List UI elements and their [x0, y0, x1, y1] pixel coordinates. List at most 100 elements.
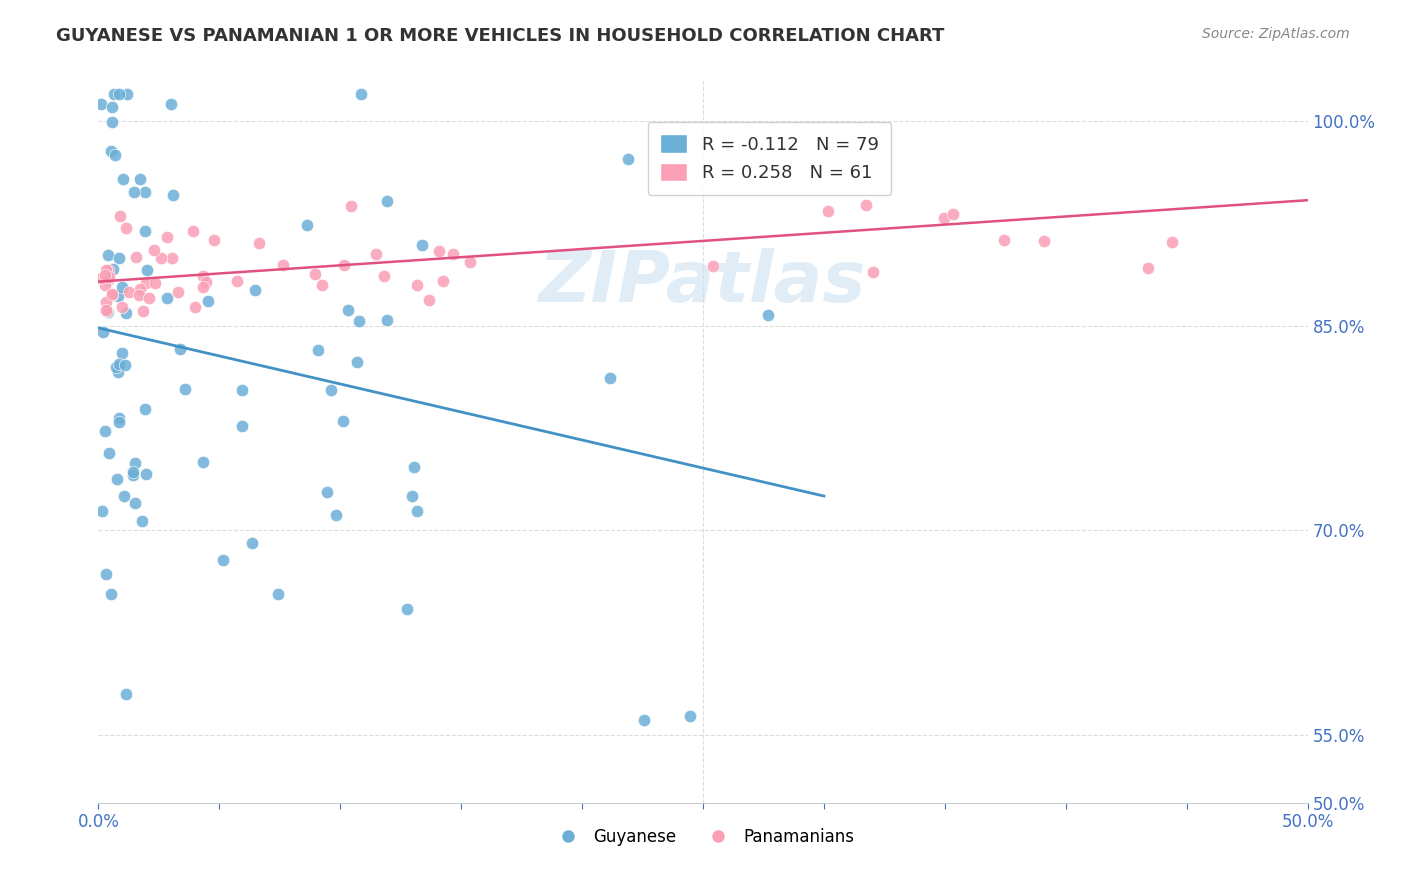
Point	[149, 251, 172, 265]
Point	[993, 233, 1015, 247]
Point	[131, 514, 153, 528]
Point	[366, 246, 388, 260]
Point	[862, 265, 884, 279]
Point	[325, 508, 347, 522]
Point	[101, 262, 124, 277]
Point	[304, 267, 326, 281]
Point	[115, 306, 138, 320]
Point	[111, 300, 134, 314]
Point	[1033, 234, 1056, 248]
Point	[128, 288, 150, 302]
Point	[107, 365, 129, 379]
Point	[135, 467, 157, 481]
Point	[135, 276, 157, 290]
Point	[128, 282, 150, 296]
Point	[124, 456, 146, 470]
Text: ZIPatlas: ZIPatlas	[540, 248, 866, 317]
Point	[181, 224, 204, 238]
Point	[134, 224, 156, 238]
Point	[193, 268, 215, 283]
Point	[418, 293, 440, 308]
Point	[97, 305, 120, 319]
Point	[112, 489, 135, 503]
Point	[441, 246, 464, 260]
Point	[243, 283, 266, 297]
Point	[942, 207, 965, 221]
Point	[395, 602, 418, 616]
Point	[111, 346, 134, 360]
Point	[633, 714, 655, 728]
Point	[115, 220, 138, 235]
Point	[162, 188, 184, 202]
Point	[427, 244, 450, 258]
Point	[406, 503, 429, 517]
Point	[143, 276, 166, 290]
Point	[136, 263, 159, 277]
Point	[96, 294, 118, 309]
Point	[432, 274, 454, 288]
Point	[375, 313, 398, 327]
Point	[350, 87, 373, 101]
Point	[855, 197, 877, 211]
Point	[184, 300, 207, 314]
Point	[112, 171, 135, 186]
Point	[156, 291, 179, 305]
Point	[94, 263, 117, 277]
Point	[156, 230, 179, 244]
Point	[121, 468, 143, 483]
Point	[142, 243, 165, 257]
Point	[134, 185, 156, 199]
Point	[307, 343, 329, 357]
Point	[162, 251, 184, 265]
Point	[91, 326, 114, 340]
Point	[817, 204, 839, 219]
Point	[118, 285, 141, 299]
Point	[375, 194, 398, 208]
Point	[108, 411, 131, 425]
Point	[346, 355, 368, 369]
Point	[94, 424, 117, 438]
Point	[101, 288, 124, 302]
Point	[702, 260, 724, 274]
Point	[117, 87, 139, 101]
Point	[94, 268, 117, 283]
Point	[460, 255, 482, 269]
Point	[240, 536, 263, 550]
Point	[311, 278, 333, 293]
Point	[105, 360, 128, 375]
Point	[122, 185, 145, 199]
Point	[104, 147, 127, 161]
Point	[129, 172, 152, 186]
Point	[273, 258, 295, 272]
Point	[111, 280, 134, 294]
Point	[616, 152, 638, 166]
Point	[1137, 260, 1160, 275]
Point	[194, 275, 217, 289]
Point	[373, 268, 395, 283]
Point	[191, 455, 214, 469]
Point	[121, 465, 143, 479]
Point	[97, 272, 120, 286]
Legend: Guyanese, Panamanians: Guyanese, Panamanians	[546, 821, 860, 852]
Point	[105, 471, 128, 485]
Point	[100, 587, 122, 601]
Point	[332, 414, 354, 428]
Point	[411, 238, 433, 252]
Point	[138, 291, 160, 305]
Point	[212, 552, 235, 566]
Point	[319, 384, 342, 398]
Point	[124, 496, 146, 510]
Point	[90, 271, 112, 285]
Point	[758, 308, 780, 322]
Point	[401, 489, 423, 503]
Point	[98, 270, 121, 285]
Point	[1161, 235, 1184, 249]
Point	[90, 96, 112, 111]
Point	[315, 485, 337, 500]
Point	[333, 258, 356, 272]
Point	[107, 289, 129, 303]
Point	[93, 277, 115, 292]
Point	[191, 279, 214, 293]
Point	[297, 218, 319, 232]
Point	[97, 445, 120, 459]
